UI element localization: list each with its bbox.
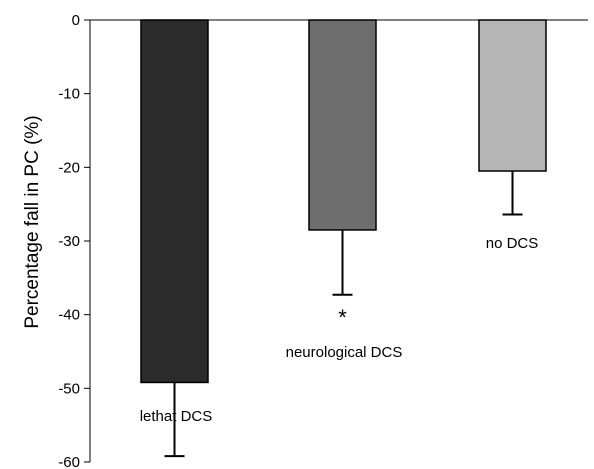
chart-axes: 0 -10 -20 -30 -40 -50 -60 — [58, 12, 588, 469]
y-tick-label: -60 — [58, 454, 80, 469]
y-tick-label: 0 — [72, 12, 80, 29]
category-label: neurological DCS — [286, 344, 403, 361]
y-tick-label: -10 — [58, 86, 80, 103]
y-tick-label: -50 — [58, 380, 80, 397]
y-axis-label: Percentage fall in PC (%) — [22, 115, 43, 328]
chart-labels: lethat DCS neurological DCS no DCS * — [140, 235, 539, 425]
bar — [308, 19, 377, 231]
y-tick-label: -30 — [58, 233, 80, 250]
category-label: lethat DCS — [140, 408, 213, 425]
chart-bars — [140, 19, 547, 458]
y-tick-label: -20 — [58, 159, 80, 176]
significance-marker: * — [338, 305, 347, 330]
y-tick-label: -40 — [58, 307, 80, 324]
bar — [140, 19, 209, 384]
bar — [478, 19, 547, 172]
category-label: no DCS — [486, 235, 539, 252]
